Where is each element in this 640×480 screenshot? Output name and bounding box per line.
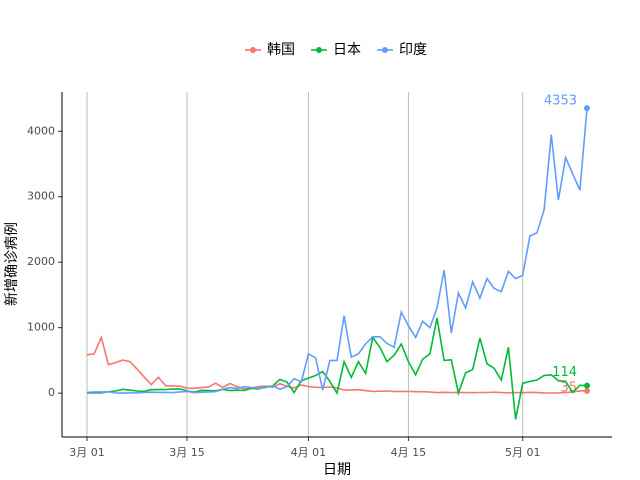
x-tick-label: 4月 15	[391, 446, 427, 459]
data-label: 4353	[544, 94, 577, 109]
x-tick-label: 3月 01	[69, 446, 105, 459]
data-label: 114	[552, 365, 577, 380]
end-point	[584, 382, 590, 389]
y-tick-label: 2000	[27, 255, 55, 268]
x-axis-title: 日期	[323, 462, 351, 478]
legend-swatch-point	[250, 47, 256, 53]
end-point	[584, 105, 590, 112]
series-line	[86, 317, 588, 420]
legend-label: 日本	[333, 42, 361, 58]
end-point	[584, 387, 590, 394]
data-label: 35	[560, 380, 577, 395]
legend-label: 韩国	[267, 42, 295, 58]
series-line	[86, 108, 588, 394]
y-tick-label: 0	[48, 386, 55, 399]
y-tick-label: 4000	[27, 124, 55, 137]
y-axis-title: 新增确诊病例	[4, 222, 20, 306]
x-tick-label: 3月 15	[169, 446, 205, 459]
series-line	[86, 334, 588, 394]
y-tick-label: 3000	[27, 190, 55, 203]
x-tick-label: 5月 01	[505, 446, 541, 459]
y-tick-label: 1000	[27, 321, 55, 334]
legend-swatch-point	[382, 47, 388, 53]
legend-swatch-point	[316, 47, 322, 53]
legend-label: 印度	[399, 42, 427, 58]
x-tick-label: 4月 01	[291, 446, 327, 459]
